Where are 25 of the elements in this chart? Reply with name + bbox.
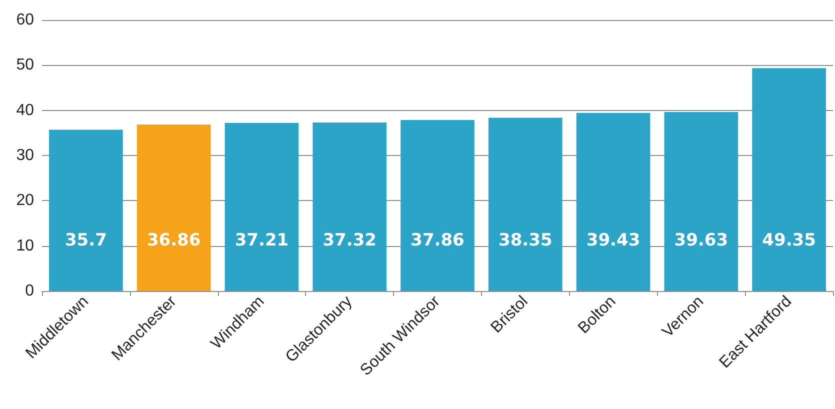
bar (664, 112, 738, 291)
data-label: 37.86 (410, 230, 464, 250)
bar (400, 120, 474, 291)
y-tick-label: 40 (16, 102, 34, 119)
y-tick-label: 20 (16, 192, 34, 210)
y-tick-label: 0 (25, 282, 34, 300)
data-label: 37.21 (234, 230, 289, 250)
data-label: 37.32 (322, 230, 376, 250)
bar (576, 112, 650, 291)
bar (136, 124, 211, 291)
data-label: 35.7 (64, 230, 107, 250)
bar (224, 122, 299, 291)
data-label: 39.63 (674, 230, 728, 250)
data-label: 36.86 (146, 230, 201, 250)
bar (488, 118, 562, 291)
bar (312, 122, 387, 291)
data-label: 49.35 (762, 230, 816, 250)
bar (752, 68, 826, 291)
y-tick-label: 50 (16, 56, 34, 74)
bar (49, 130, 123, 291)
y-tick-label: 60 (16, 12, 34, 28)
y-tick-label: 10 (16, 237, 34, 254)
data-label: 39.43 (586, 230, 640, 250)
data-label: 38.35 (498, 230, 552, 250)
y-tick-label: 30 (16, 147, 34, 164)
